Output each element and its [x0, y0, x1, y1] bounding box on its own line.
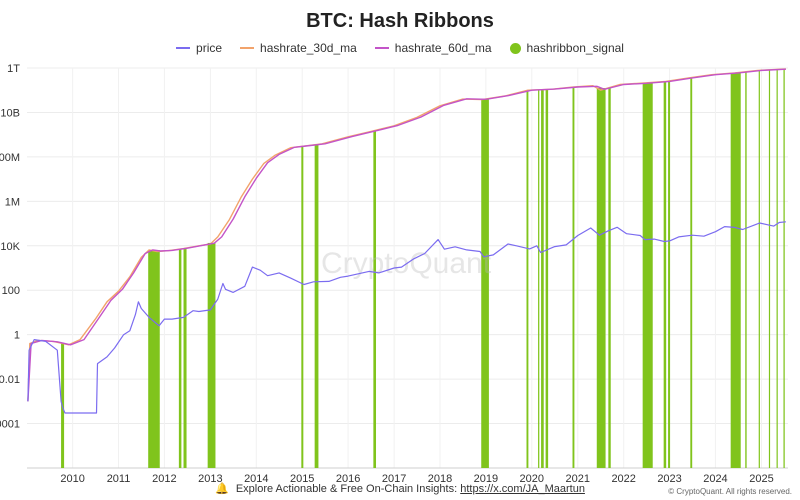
- x-tick-label: 2017: [382, 473, 406, 485]
- legend: price hashrate_30d_ma hashrate_60d_ma ha…: [0, 41, 800, 55]
- y-tick-label: 1T: [7, 63, 20, 75]
- legend-label-hashribbon-signal: hashribbon_signal: [526, 41, 624, 55]
- signal-bar: [642, 82, 653, 468]
- x-tick-label: 2015: [290, 473, 314, 485]
- signal-bar: [526, 90, 529, 468]
- signal-bar: [301, 146, 304, 468]
- x-tick-label: 2023: [657, 473, 681, 485]
- legend-label-hashrate-30d: hashrate_30d_ma: [260, 41, 357, 55]
- footer: 🔔 Explore Actionable & Free On-Chain Ins…: [0, 482, 800, 495]
- signal-bar: [541, 89, 544, 469]
- y-axis: 1T 10B 100M 1M 10K 100 1 0.01 0.0001: [0, 63, 21, 431]
- legend-swatch-hashrate-30d: [240, 47, 255, 49]
- signal-bar: [690, 77, 693, 469]
- legend-item-hashribbon-signal[interactable]: hashribbon_signal: [509, 41, 624, 55]
- x-tick-label: 2018: [428, 473, 452, 485]
- signal-bar: [538, 89, 540, 468]
- signal-bar: [663, 81, 667, 469]
- y-tick-label: 10K: [0, 241, 20, 253]
- signal-bar: [207, 242, 216, 468]
- signal-bar: [758, 70, 760, 468]
- x-tick-label: 2014: [244, 473, 268, 485]
- legend-label-hashrate-60d: hashrate_60d_ma: [394, 41, 492, 55]
- footer-link[interactable]: https://x.com/JA_Maartun: [460, 483, 585, 495]
- series-lines: [27, 68, 786, 414]
- x-tick-label: 2024: [703, 473, 727, 485]
- copyright-credit: © CryptoQuant. All rights reserved.: [668, 487, 792, 496]
- legend-swatch-price: [176, 47, 191, 49]
- footer-text: Explore Actionable & Free On-Chain Insig…: [235, 483, 458, 495]
- y-tick-label: 100M: [0, 152, 20, 164]
- y-tick-label: 10B: [0, 107, 20, 119]
- legend-item-hashrate-30d[interactable]: hashrate_30d_ma: [240, 41, 357, 55]
- signal-bar: [148, 250, 160, 468]
- legend-swatch-hashribbon-signal: [509, 42, 521, 54]
- bell-icon: 🔔: [215, 483, 229, 495]
- y-tick-label: 0.01: [0, 374, 20, 386]
- signal-bar: [596, 88, 606, 468]
- x-tick-label: 2013: [198, 473, 222, 485]
- x-tick-label: 2022: [611, 473, 635, 485]
- series-line-hashrate-30d-ma: [27, 68, 786, 402]
- signal-bar: [608, 87, 611, 469]
- signal-bar: [783, 69, 785, 468]
- x-axis: 2010 2011 2012 2013 2014 2015 2016 2017 2018 2019…: [60, 473, 773, 485]
- signal-bar: [373, 130, 377, 468]
- legend-item-hashrate-60d[interactable]: hashrate_60d_ma: [374, 41, 492, 55]
- signal-bar: [768, 69, 771, 469]
- signal-bar: [481, 99, 489, 468]
- x-tick-label: 2016: [336, 473, 360, 485]
- legend-swatch-hashrate-60d: [374, 47, 389, 49]
- y-tick-label: 0.0001: [0, 419, 20, 431]
- x-tick-label: 2010: [60, 473, 84, 485]
- x-tick-label: 2025: [749, 473, 773, 485]
- signal-bar: [183, 248, 187, 468]
- y-tick-label: 100: [2, 285, 20, 297]
- y-tick-label: 1: [14, 330, 20, 342]
- series-line-hashrate-60d-ma: [27, 68, 786, 402]
- x-tick-label: 2012: [152, 473, 176, 485]
- series-line-price: [27, 221, 786, 414]
- legend-label-price: price: [196, 41, 223, 55]
- signal-bar: [572, 87, 575, 469]
- signal-bar: [745, 71, 747, 469]
- x-tick-label: 2021: [566, 473, 590, 485]
- chart-title: BTC: Hash Ribbons: [306, 10, 494, 32]
- signal-bar: [730, 72, 741, 468]
- signal-bar: [314, 144, 319, 468]
- y-tick-label: 1M: [5, 196, 20, 208]
- signal-bar: [776, 69, 778, 469]
- signal-bars: [61, 69, 785, 469]
- signal-bar: [668, 80, 671, 468]
- x-tick-label: 2019: [474, 473, 498, 485]
- x-tick-label: 2020: [520, 473, 544, 485]
- legend-item-price[interactable]: price: [176, 41, 222, 55]
- x-tick-label: 2011: [107, 473, 131, 485]
- signal-bar: [178, 249, 182, 468]
- signal-bar: [545, 89, 549, 469]
